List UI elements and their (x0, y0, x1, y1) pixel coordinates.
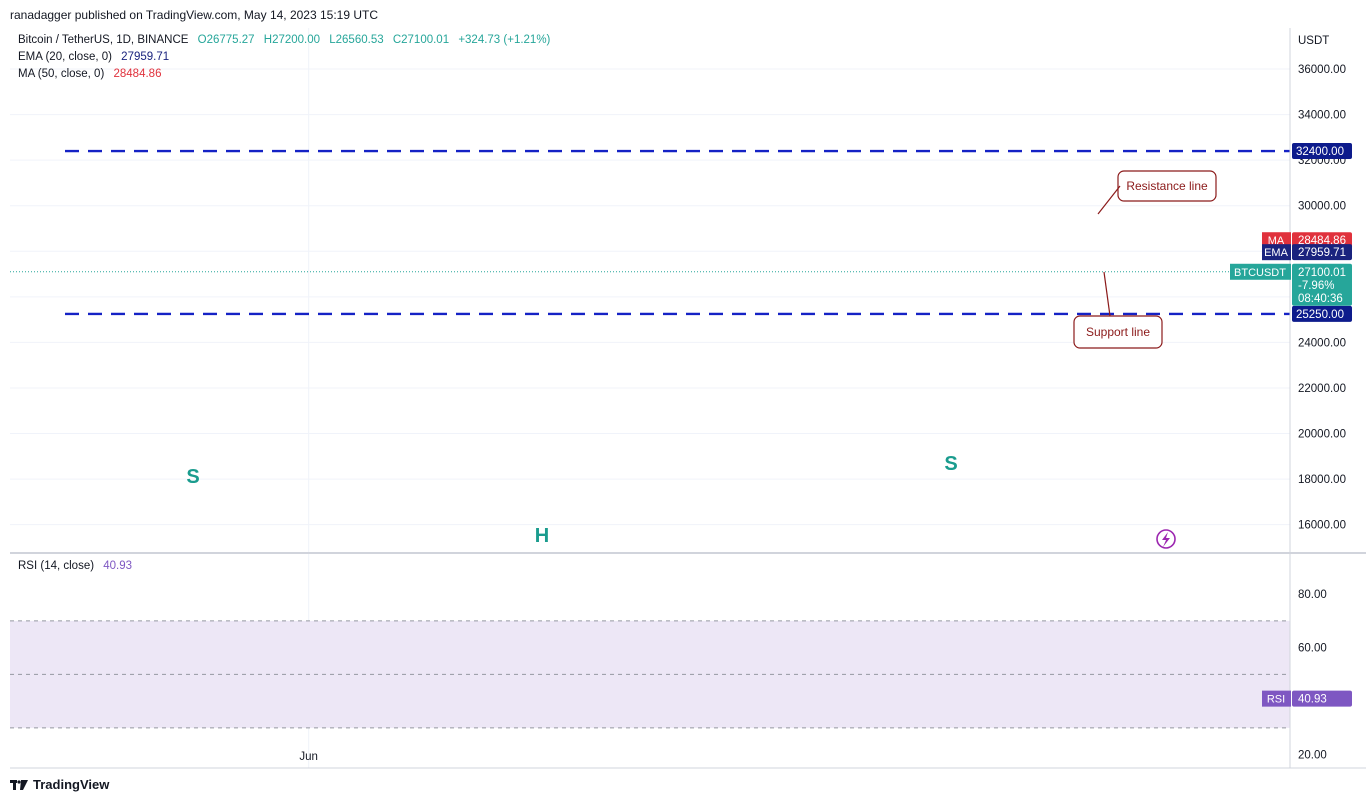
price-badge-text: -7.96% (1298, 280, 1334, 292)
ema-badge-text: 27959.71 (1298, 247, 1346, 259)
level-badge (1292, 143, 1352, 160)
rsi-tick-label: 20.00 (1298, 750, 1327, 762)
symbol-tag: BTCUSDT (1234, 267, 1286, 279)
y-tick-label: 20000.00 (1298, 429, 1346, 441)
publisher-header: ranadagger published on TradingView.com,… (10, 8, 379, 22)
horizontal-levels (65, 149, 1290, 316)
y-tick-label: 34000.00 (1298, 110, 1346, 122)
rsi-tag-bg (1262, 690, 1291, 707)
price-badge (1292, 263, 1352, 306)
ohlc-change: +324.73 (+1.21%) (458, 34, 551, 46)
x-tick-label: Jun (299, 751, 318, 763)
y-tick-label: 18000.00 (1298, 474, 1346, 486)
lightning-icon (1156, 529, 1176, 549)
resistance-callout-box (1117, 170, 1217, 202)
level-label: 25250.00 (1296, 309, 1344, 321)
rsi-value: 40.93 (103, 560, 133, 572)
tradingview-footer[interactable]: TradingView (10, 777, 109, 792)
rsi-tick-label: 60.00 (1298, 643, 1327, 655)
ohlc-low: L26560.53 (329, 34, 384, 46)
rsi-tick-label: 80.00 (1298, 589, 1327, 601)
rsi-badge (1292, 690, 1352, 707)
support-callout-pointer (1103, 271, 1111, 317)
pattern-label-s2: S (944, 453, 957, 475)
ema-value: 27959.71 (121, 51, 170, 63)
rsi-legend[interactable]: RSI (14, close) 40.93 (18, 560, 132, 572)
ema-tag-bg (1262, 244, 1291, 261)
y-tick-label: 36000.00 (1298, 64, 1346, 76)
ema-tag: EMA (1264, 247, 1289, 259)
lightning-bolt-icon (1162, 532, 1170, 547)
ohlc-high: H27200.00 (263, 34, 321, 46)
y-tick-label: 22000.00 (1298, 383, 1346, 395)
ma-legend[interactable]: MA (50, close, 0) 28484.86 (18, 68, 161, 80)
tradingview-brand: TradingView (33, 777, 110, 792)
pattern-label-s1: S (186, 466, 199, 488)
currency-label: USDT (1298, 35, 1329, 47)
resistance-callout-pointer (1097, 185, 1121, 215)
ema-legend[interactable]: EMA (20, close, 0) 27959.71 (18, 51, 169, 63)
price-badge-text: 27100.01 (1298, 267, 1346, 279)
symbol-name: Bitcoin / TetherUS, 1D, BINANCE (18, 34, 189, 46)
axes: JunJulAugSepOctNovDec2023FebMarAprMayJun… (10, 28, 1366, 769)
support-callout-box (1073, 315, 1163, 349)
rsi-label: RSI (14, close) (18, 560, 95, 572)
tradingview-logo-icon (10, 779, 28, 791)
ema-label: EMA (20, close, 0) (18, 51, 112, 63)
rsi-badge-text: 40.93 (1298, 694, 1327, 706)
y-tick-label: 16000.00 (1298, 520, 1346, 532)
y-tick-label: 30000.00 (1298, 201, 1346, 213)
resistance-callout-label: Resistance line (1126, 179, 1208, 193)
rsi-guides (10, 620, 1290, 729)
ohlc-close: C27100.01 (392, 34, 450, 46)
y-tick-label: 24000.00 (1298, 337, 1346, 349)
level-badge (1292, 305, 1352, 322)
ma-value: 28484.86 (113, 68, 162, 80)
support-callout-label: Support line (1086, 325, 1150, 339)
symbol-tag-bg (1230, 263, 1291, 280)
price-badge-text: 08:40:36 (1298, 293, 1343, 305)
ema-badge (1292, 244, 1352, 261)
symbol-legend[interactable]: Bitcoin / TetherUS, 1D, BINANCE O26775.2… (18, 34, 550, 46)
level-label: 32400.00 (1296, 146, 1344, 158)
pattern-label-h: H (535, 525, 549, 547)
ma-label: MA (50, close, 0) (18, 68, 105, 80)
rsi-tag: RSI (1267, 694, 1285, 706)
annotations: S H S Resistance line Support line (186, 170, 1217, 549)
grid (10, 28, 1290, 768)
ohlc-open: O26775.27 (197, 34, 255, 46)
